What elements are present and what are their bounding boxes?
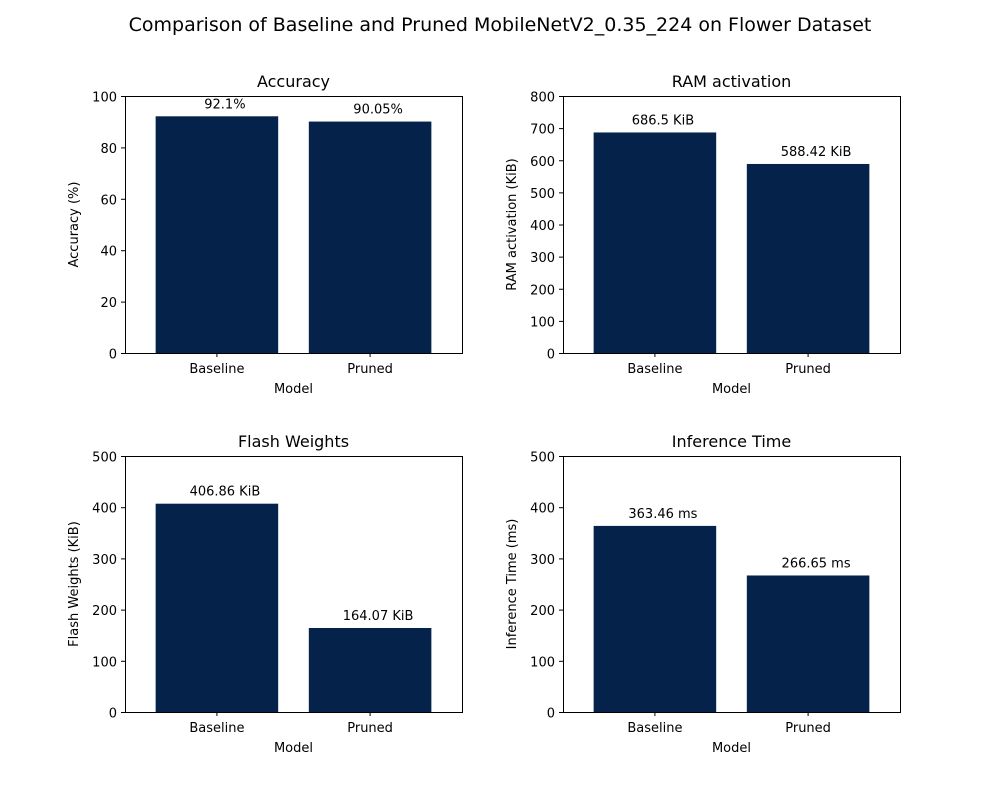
figure-title: Comparison of Baseline and Pruned Mobile… xyxy=(129,14,872,36)
data-label-pruned: 588.42 KiB xyxy=(781,145,852,160)
y-tick-label: 80 xyxy=(100,142,117,157)
data-label-baseline: 686.5 KiB xyxy=(632,113,694,128)
y-tick-label: 700 xyxy=(530,123,555,138)
y-tick-label: 100 xyxy=(530,655,555,670)
y-tick-label: 500 xyxy=(92,451,117,466)
data-label-baseline: 92.1% xyxy=(204,97,245,112)
x-tick-label-baseline: Baseline xyxy=(189,721,244,736)
panel-title: Accuracy xyxy=(257,72,330,91)
x-axis-label: Model xyxy=(274,382,313,397)
panel-title: Inference Time xyxy=(672,432,791,451)
y-tick-label: 0 xyxy=(109,348,117,363)
bar-baseline xyxy=(155,116,279,353)
plot-frame xyxy=(563,96,901,354)
y-tick-label: 100 xyxy=(92,91,117,106)
y-tick-label: 20 xyxy=(100,296,117,311)
x-tick-label-baseline: Baseline xyxy=(627,362,682,377)
panel-title: RAM activation xyxy=(672,72,792,91)
y-tick-label: 200 xyxy=(530,604,555,619)
y-tick-label: 300 xyxy=(530,251,555,266)
x-tick-label-pruned: Pruned xyxy=(785,721,831,736)
y-tick-label: 100 xyxy=(92,655,117,670)
y-tick-label: 400 xyxy=(530,502,555,517)
x-axis-label: Model xyxy=(712,741,751,756)
bar-pruned xyxy=(746,163,870,353)
data-label-pruned: 266.65 ms xyxy=(782,556,851,571)
y-tick-label: 60 xyxy=(100,193,117,208)
x-tick-label-baseline: Baseline xyxy=(189,362,244,377)
y-tick-label: 200 xyxy=(530,283,555,298)
bar-pruned xyxy=(308,121,432,353)
y-tick-label: 0 xyxy=(547,348,555,363)
y-tick-label: 0 xyxy=(547,707,555,722)
bar-pruned xyxy=(308,628,432,712)
x-tick-label-baseline: Baseline xyxy=(627,721,682,736)
plot-frame xyxy=(563,456,901,713)
bar-pruned xyxy=(746,575,870,712)
y-tick-label: 400 xyxy=(92,502,117,517)
data-label-baseline: 406.86 KiB xyxy=(190,485,261,500)
bar-baseline xyxy=(593,525,717,712)
data-label-pruned: 164.07 KiB xyxy=(343,609,414,624)
y-tick-label: 300 xyxy=(530,553,555,568)
y-tick-label: 800 xyxy=(530,91,555,106)
y-axis-label: Accuracy (%) xyxy=(67,182,82,268)
data-label-pruned: 90.05% xyxy=(353,103,403,118)
x-axis-label: Model xyxy=(712,382,751,397)
y-tick-label: 0 xyxy=(109,707,117,722)
y-tick-label: 100 xyxy=(530,315,555,330)
chart-panel-1: 92.1% 90.05% 0 20 40 60 80 100 Baseline Pruned Acc… xyxy=(67,72,463,397)
x-tick-label-pruned: Pruned xyxy=(347,721,393,736)
x-tick-label-pruned: Pruned xyxy=(347,362,393,377)
chart-panel-2: 686.5 KiB 588.42 KiB 0 100 200 300 400 500 600 70… xyxy=(505,72,901,397)
panel-title: Flash Weights xyxy=(238,432,349,451)
chart-panel-4: 363.46 ms 266.65 ms 0 100 200 300 400 500 Baseli… xyxy=(505,432,901,756)
y-tick-label: 300 xyxy=(92,553,117,568)
bar-baseline xyxy=(593,132,717,353)
y-tick-label: 600 xyxy=(530,155,555,170)
y-axis-label: Inference Time (ms) xyxy=(505,519,520,650)
y-tick-label: 400 xyxy=(530,219,555,234)
y-tick-label: 200 xyxy=(92,604,117,619)
data-label-baseline: 363.46 ms xyxy=(628,507,697,522)
y-axis-label: RAM activation (KiB) xyxy=(505,158,520,290)
y-tick-label: 40 xyxy=(100,245,117,260)
x-tick-label-pruned: Pruned xyxy=(785,362,831,377)
y-tick-label: 500 xyxy=(530,451,555,466)
y-tick-label: 500 xyxy=(530,187,555,202)
x-axis-label: Model xyxy=(274,741,313,756)
y-axis-label: Flash Weights (KiB) xyxy=(67,521,82,647)
bar-baseline xyxy=(155,503,279,712)
chart-panel-3: 406.86 KiB 164.07 KiB 0 100 200 300 400 500 Base… xyxy=(67,432,463,756)
plot-frame xyxy=(125,96,463,354)
plot-frame xyxy=(125,456,463,713)
